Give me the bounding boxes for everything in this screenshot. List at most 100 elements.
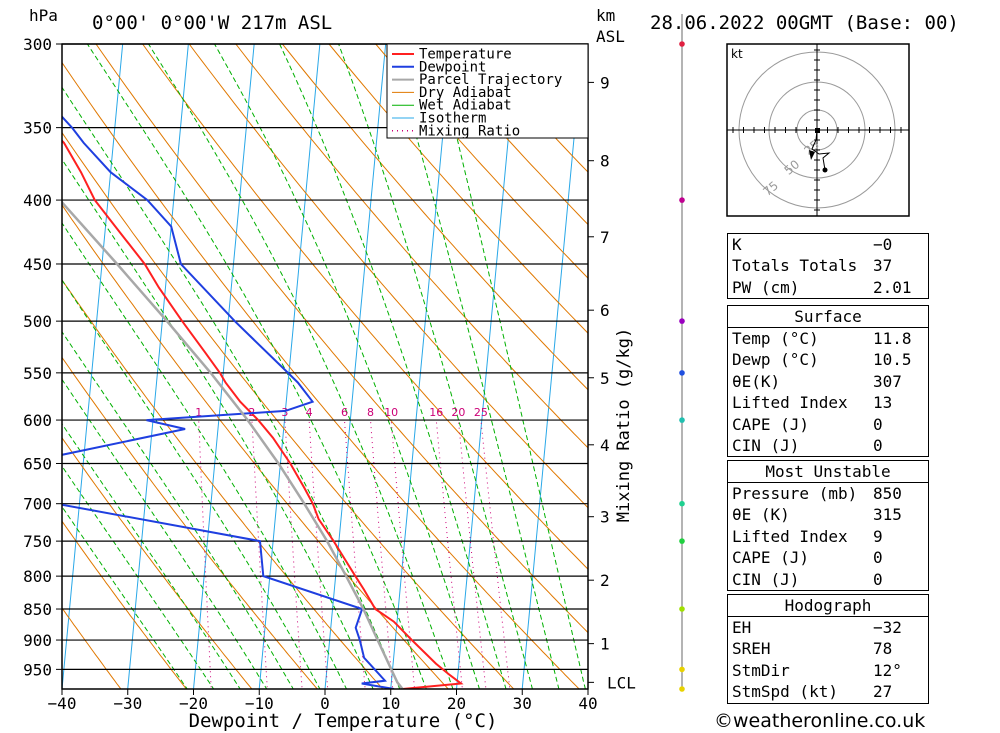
- pressure-isobars: [62, 43, 588, 670]
- wet-adiabat-line: [389, 44, 560, 689]
- most-unstable-title: Most Unstable: [728, 461, 928, 483]
- pressure-tick-label: 700: [23, 495, 52, 514]
- mixing-ratio-line: [308, 420, 329, 689]
- index-row: Totals Totals 37: [728, 255, 928, 276]
- hodograph-label: StmDir: [732, 660, 790, 680]
- pressure-tick-label: 750: [23, 532, 52, 551]
- hodograph-label: StmSpd (kt): [732, 682, 838, 702]
- surface-box: Surface Temp (°C) 11.8 Dewp (°C) 10.5 θE(K…: [727, 305, 929, 458]
- pressure-tick-label: 500: [23, 312, 52, 331]
- km-unit-label: km: [596, 6, 616, 25]
- wind-level-dot: [679, 318, 685, 324]
- hodograph-value: −32: [873, 618, 902, 637]
- hodograph-row: StmSpd (kt) 27: [728, 681, 928, 702]
- surface-value: 13: [873, 393, 893, 413]
- mixing-ratio-line: [198, 420, 212, 689]
- index-row: K −0: [728, 234, 928, 255]
- pressure-unit-label: hPa: [29, 6, 58, 25]
- dry-adiabat-line: [281, 44, 588, 391]
- isotherm-line: [127, 44, 189, 689]
- surface-label: Dewp (°C): [732, 350, 819, 370]
- legend-box: [386, 43, 589, 139]
- pressure-tick-label: 900: [23, 631, 52, 650]
- unstable-row: θE (K) 315: [728, 504, 928, 525]
- most-unstable-box: Most Unstable Pressure (mb) 850 θE (K) 315…: [727, 460, 929, 591]
- hodograph-point: [822, 167, 828, 173]
- wet-adiabat-line: [62, 222, 348, 689]
- temperature-tick-label: 0: [320, 694, 330, 713]
- dry-adiabat-line: [188, 44, 588, 509]
- temperature-tick-label: 20: [447, 694, 466, 713]
- surface-title: Surface: [728, 306, 928, 328]
- dry-adiabat-line: [141, 44, 588, 570]
- legend-entry: Mixing Ratio: [419, 123, 520, 139]
- axes: 3003504004505005506006507007508008509009…: [23, 35, 636, 732]
- temperature-tick-label: −10: [245, 694, 274, 713]
- wind-profile: [679, 14, 685, 692]
- wind-level-dot: [679, 686, 685, 692]
- unstable-value: 9: [873, 526, 883, 546]
- mixing-ratio-line: [390, 420, 416, 689]
- wet-adiabat-line: [148, 44, 454, 689]
- wet-adiabat-line: [62, 465, 215, 689]
- hodograph-row: SREH 78: [728, 638, 928, 659]
- temperature-tick-label: −20: [179, 694, 208, 713]
- surface-label: Lifted Index: [732, 393, 848, 413]
- surface-row: CIN (J) 0: [728, 435, 928, 456]
- wind-level-dot: [679, 197, 685, 203]
- pressure-tick-label: 950: [23, 660, 52, 679]
- asl-unit-label: ASL: [596, 27, 625, 46]
- index-value: −0: [873, 235, 893, 254]
- dry-adiabat-line: [62, 607, 122, 689]
- km-tick-label: 9: [600, 73, 610, 92]
- datetime-label: 28.06.2022 00GMT (Base: 00): [650, 12, 959, 34]
- unstable-row: Pressure (mb) 850: [728, 483, 928, 504]
- surface-row: Dewp (°C) 10.5: [728, 349, 928, 370]
- legend-entry: Temperature: [419, 47, 512, 63]
- mixing-ratio-line: [370, 420, 394, 689]
- index-value: 2.01: [873, 277, 912, 297]
- pressure-tick-label: 550: [23, 364, 52, 383]
- surface-label: θE(K): [732, 371, 781, 391]
- pressure-tick-label: 600: [23, 411, 52, 430]
- index-value: 37: [873, 256, 893, 276]
- mixing-ratio-label: 16: [429, 406, 443, 419]
- wind-level-dot: [679, 417, 685, 423]
- hodograph-value: 12°: [873, 660, 902, 680]
- wind-level-dot: [679, 500, 685, 507]
- unstable-value: 315: [873, 505, 902, 525]
- km-tick-label: 8: [600, 152, 610, 171]
- isotherm-line: [258, 44, 321, 689]
- wind-level-dot: [679, 666, 685, 673]
- dry-adiabat-line: [62, 279, 384, 689]
- temperature-tick-label: −40: [48, 694, 77, 713]
- surface-value: 0: [873, 414, 883, 434]
- unstable-label: CIN (J): [732, 569, 800, 589]
- unstable-label: CAPE (J): [732, 548, 810, 568]
- hodograph-value: 27: [873, 682, 893, 702]
- km-tick-label: 6: [600, 301, 610, 320]
- pressure-tick-label: 800: [23, 567, 52, 586]
- sounding-profiles: [62, 115, 464, 689]
- hodograph-value: 78: [873, 639, 893, 659]
- temperature-tick-label: 10: [381, 694, 400, 713]
- legend-entry: Dry Adiabat: [419, 85, 512, 101]
- hodograph-trace: [811, 129, 831, 171]
- legend-entry: Dewpoint: [419, 59, 486, 75]
- dry-adiabat-line: [235, 44, 588, 449]
- wind-level-dot: [679, 538, 685, 544]
- dry-adiabat-line: [62, 61, 580, 689]
- series-line-dewpoint: [62, 115, 395, 689]
- surface-label: CIN (J): [732, 435, 800, 455]
- index-label: PW (cm): [732, 277, 800, 297]
- hodograph-title: Hodograph: [728, 595, 928, 617]
- km-tick-label: 3: [600, 508, 610, 527]
- pressure-tick-label: 350: [23, 119, 52, 138]
- credit-link[interactable]: ©weatheronline.co.uk: [714, 710, 926, 732]
- index-row: PW (cm) 2.01: [728, 277, 928, 298]
- temperature-tick-label: 30: [513, 694, 532, 713]
- dry-adiabat-line: [62, 436, 253, 689]
- unstable-label: Lifted Index: [732, 526, 848, 546]
